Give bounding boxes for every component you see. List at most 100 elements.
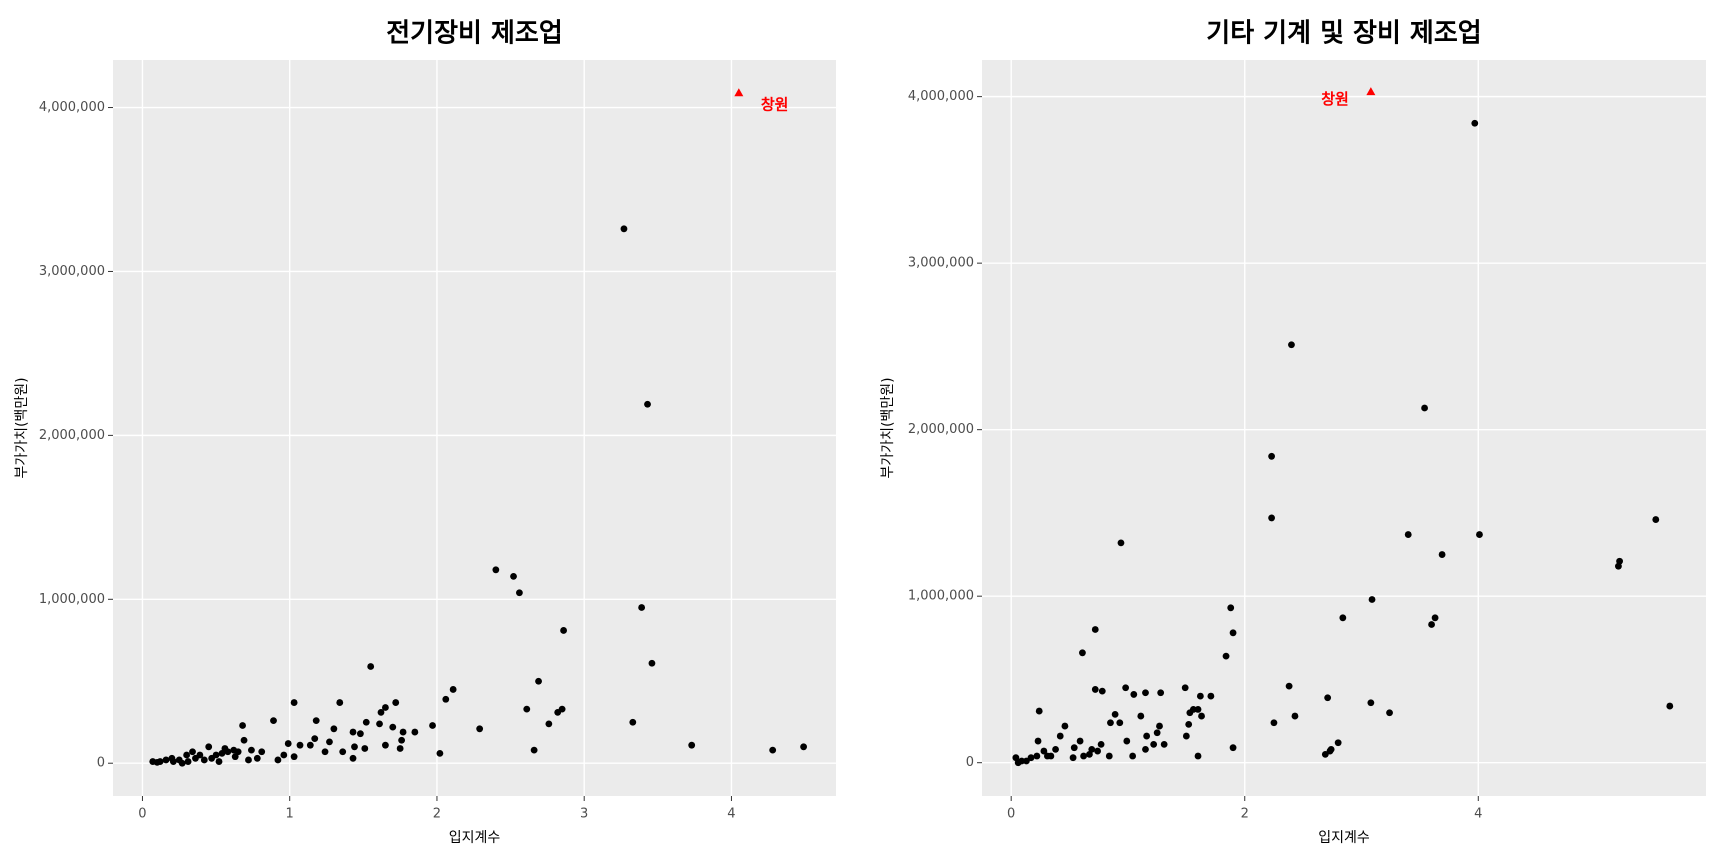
point [1222, 652, 1230, 660]
point [200, 756, 208, 764]
point [1111, 711, 1119, 718]
point [221, 745, 229, 752]
point [189, 748, 196, 756]
point [644, 400, 651, 408]
point [392, 699, 400, 706]
point [389, 723, 397, 731]
point [1471, 119, 1479, 127]
point [377, 709, 385, 716]
point [399, 728, 407, 736]
point [1069, 754, 1077, 762]
point [492, 566, 500, 574]
y-axis-label: 부가가치(백만원) [14, 377, 30, 478]
point [1094, 747, 1102, 755]
point [326, 738, 333, 746]
point [429, 722, 436, 729]
point [1156, 722, 1163, 730]
point [215, 758, 223, 765]
point [349, 754, 357, 762]
point [545, 720, 553, 728]
point [398, 736, 406, 744]
y-tick-label: 2,000,000 [908, 422, 974, 437]
point [192, 754, 199, 762]
point [1194, 752, 1202, 760]
y-tick-label: 1,000,000 [39, 592, 105, 607]
point [208, 754, 216, 762]
point [153, 758, 161, 766]
x-tick-label: 3 [580, 807, 588, 822]
plot-panel [982, 60, 1706, 796]
point [688, 741, 696, 749]
point [1117, 539, 1125, 547]
point [1196, 692, 1204, 700]
point [1185, 720, 1193, 728]
point [1047, 752, 1055, 760]
point [1076, 737, 1084, 745]
point [1182, 732, 1190, 740]
point [1207, 692, 1215, 700]
y-tick-label: 3,000,000 [908, 256, 974, 271]
point [356, 730, 364, 738]
point [516, 589, 523, 597]
point [240, 736, 248, 744]
point [245, 756, 252, 764]
x-tick-label: 1 [286, 807, 294, 822]
y-tick-label: 2,000,000 [39, 428, 105, 443]
point [336, 699, 344, 706]
point [1652, 516, 1660, 523]
point [1080, 752, 1087, 760]
point [1033, 752, 1041, 760]
point [183, 751, 191, 759]
y-tick-label: 4,000,000 [908, 89, 974, 104]
point [274, 756, 282, 764]
point [258, 748, 266, 756]
point [1268, 514, 1275, 522]
point [1368, 596, 1376, 603]
point [184, 758, 192, 765]
point [1160, 740, 1168, 748]
point [1291, 712, 1299, 720]
point [1079, 649, 1086, 657]
point [248, 746, 255, 754]
x-tick-label: 2 [433, 807, 441, 822]
chart-title: 전기장비 제조업 [386, 19, 563, 49]
point [1153, 729, 1161, 737]
point [1194, 706, 1202, 713]
point [1105, 752, 1113, 760]
plot-panel [113, 60, 836, 796]
point [1334, 739, 1342, 747]
point [648, 659, 656, 667]
point [769, 746, 777, 754]
point [1142, 745, 1149, 753]
point [1666, 702, 1674, 710]
point [535, 677, 542, 685]
point [361, 745, 369, 752]
point [1327, 745, 1335, 753]
x-tick-label: 0 [138, 807, 146, 822]
y-axis-label: 부가가치(백만원) [880, 377, 896, 478]
x-axis-label: 입지계수 [449, 830, 501, 846]
point [1181, 684, 1189, 692]
point [800, 743, 808, 751]
y-tick-label: 1,000,000 [908, 589, 974, 604]
point [1142, 689, 1149, 697]
highlight-label: 창원 [1321, 90, 1349, 108]
point [1438, 551, 1446, 558]
point [1107, 719, 1114, 727]
point [330, 725, 338, 733]
point [1123, 737, 1131, 745]
point [1137, 712, 1145, 720]
point [523, 705, 531, 713]
point [1157, 689, 1165, 697]
point [1268, 452, 1275, 460]
point [436, 749, 444, 757]
point [638, 604, 646, 611]
point [554, 709, 562, 716]
point [1122, 684, 1130, 692]
point [1022, 757, 1030, 765]
y-tick-label: 0 [966, 755, 974, 770]
point [1186, 709, 1194, 717]
point [367, 663, 375, 670]
point [290, 699, 298, 706]
